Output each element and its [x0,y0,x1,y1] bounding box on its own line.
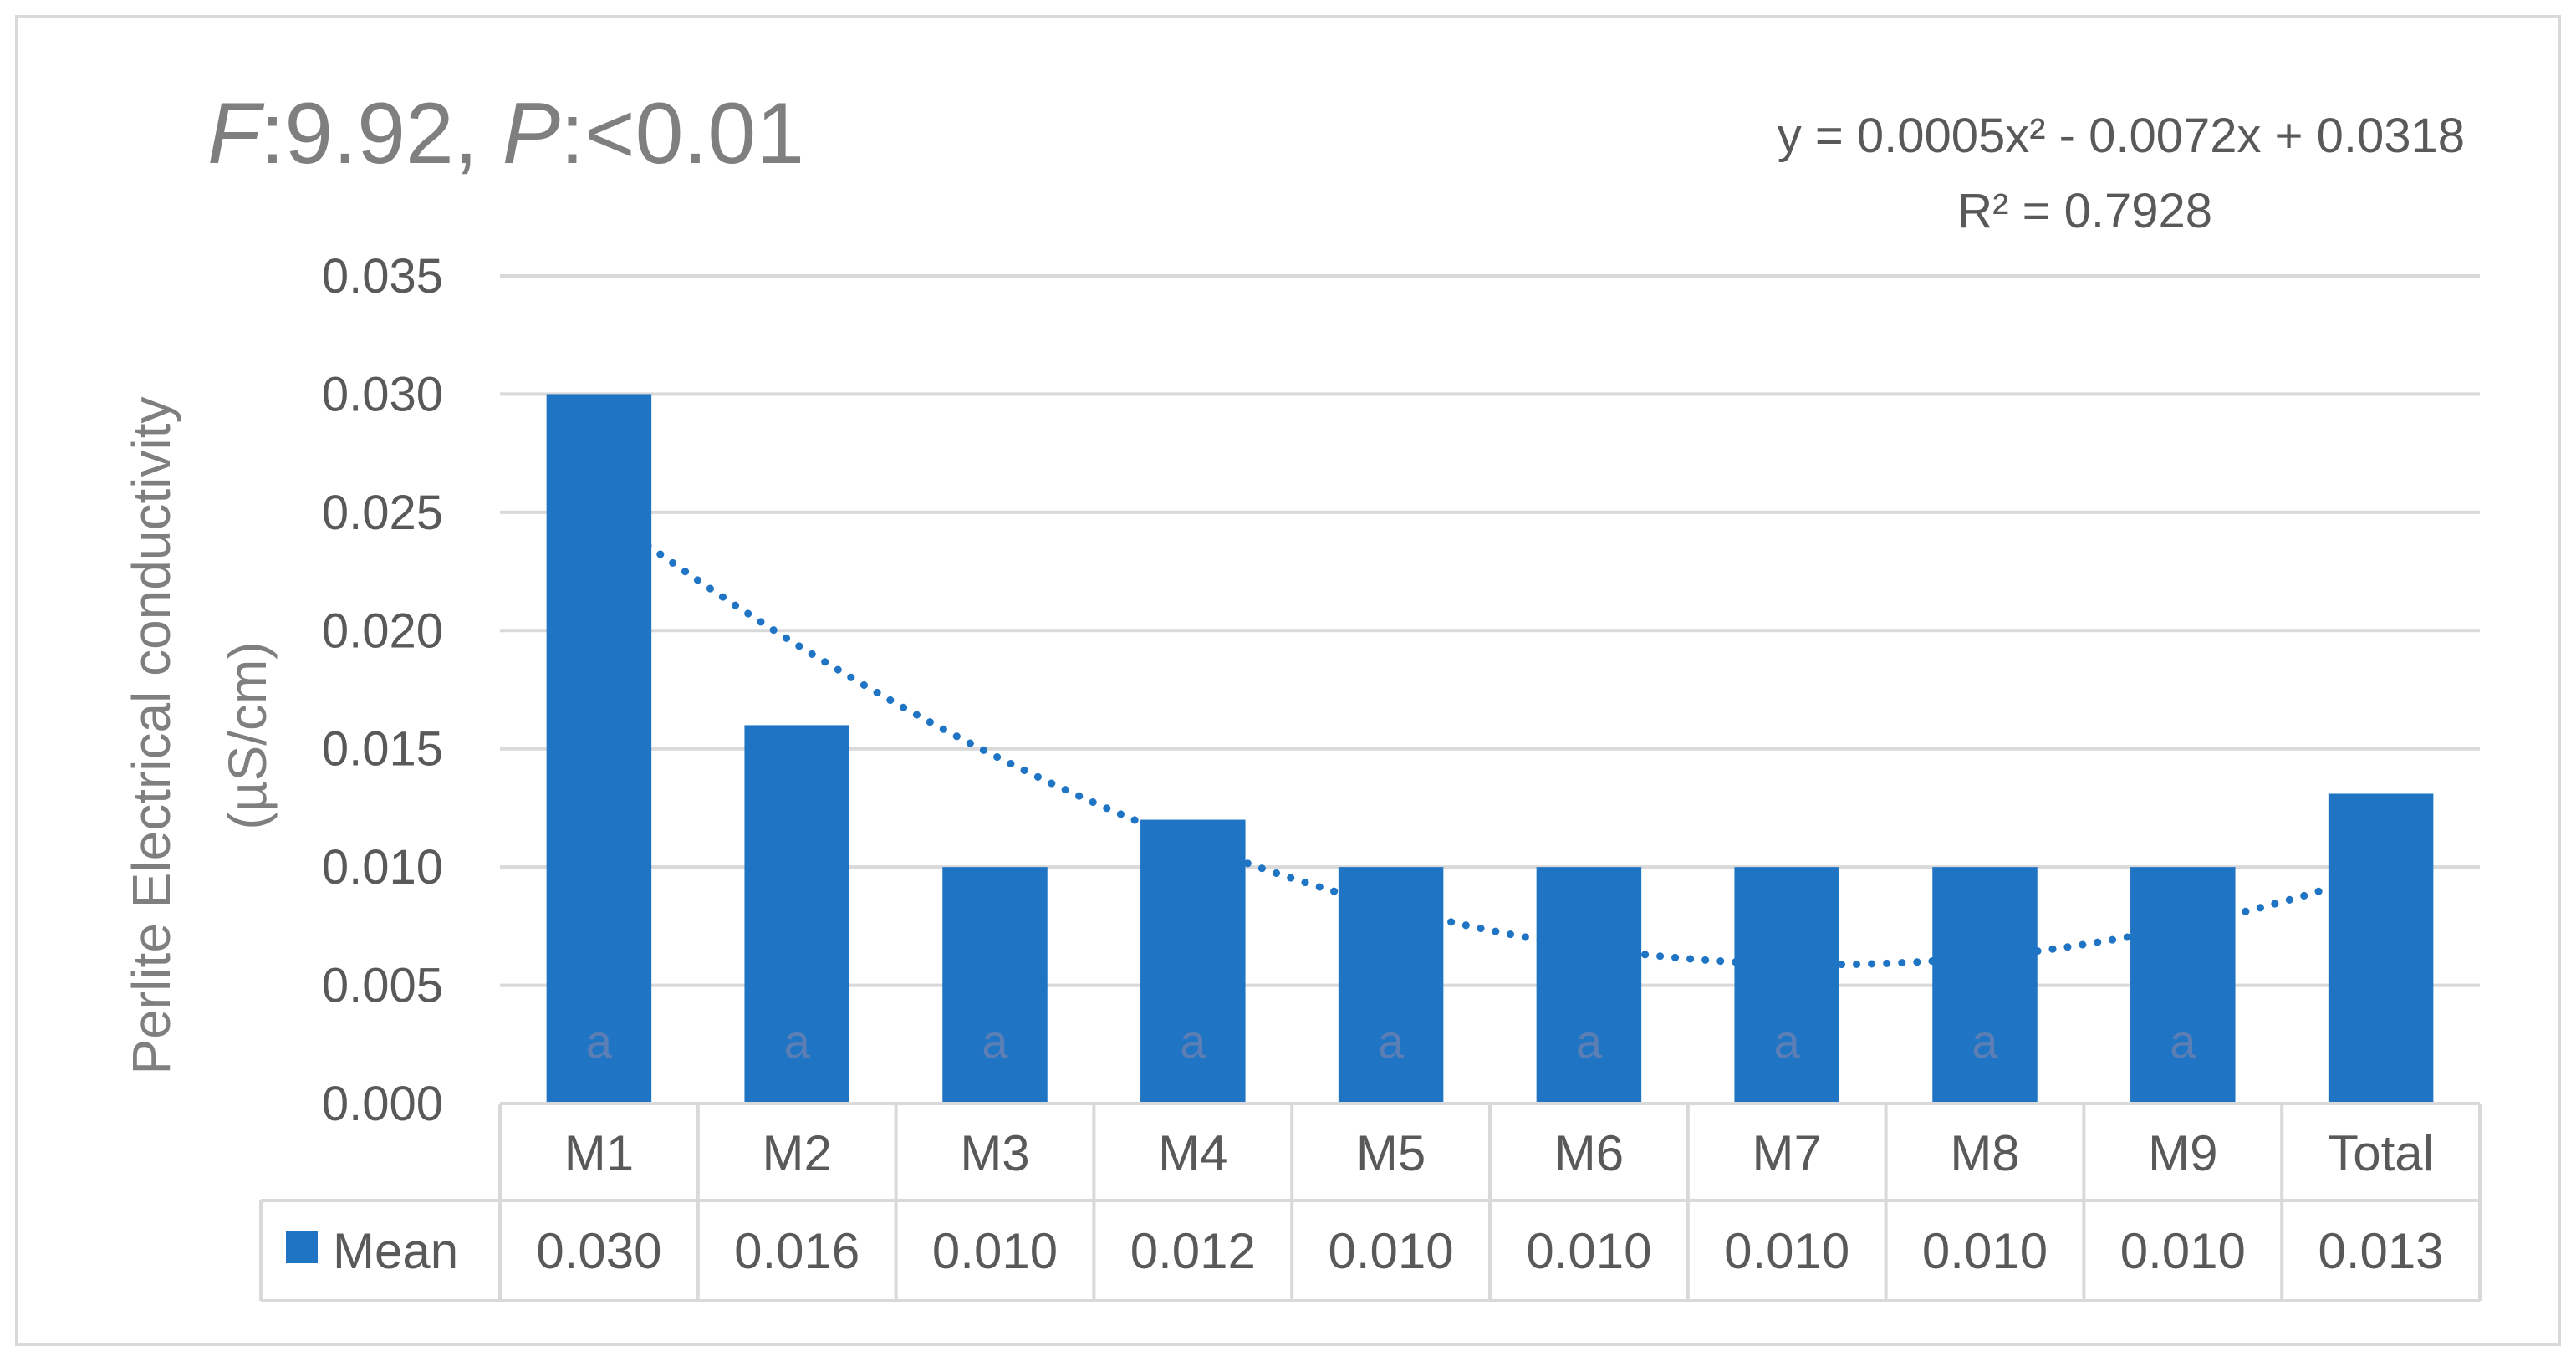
bar-m2 [744,725,849,1104]
table-value-cell: 0.013 [2318,1223,2444,1279]
trendline-equation: y = 0.0005x² - 0.0072x + 0.0318 [1778,109,2465,163]
x-category-label: M5 [1356,1125,1426,1181]
y-tick-label: 0.010 [322,840,443,895]
polynomial-trendline [594,506,2385,969]
significance-label: a [1378,1015,1405,1068]
y-tick-label: 0.005 [322,959,443,1013]
y-tick-label: 0.015 [322,722,443,777]
table-value-cell: 0.010 [932,1223,1058,1279]
significance-label: a [1972,1015,1998,1068]
p-label: P [502,85,560,182]
significance-label: a [2170,1015,2196,1068]
trendline-r-squared: R² = 0.7928 [1957,184,2212,238]
x-category-label: M1 [564,1125,634,1181]
y-tick-label: 0.000 [322,1077,443,1131]
table-value-cell: 0.010 [1329,1223,1454,1279]
table-value-cell: 0.010 [2120,1223,2246,1279]
significance-label: a [1774,1015,1801,1068]
legend-swatch [286,1231,318,1263]
y-axis-ticks: 0.000 0.005 0.010 0.015 0.020 0.025 0.030 0.035 [322,249,443,1131]
y-tick-label: 0.030 [322,367,443,421]
x-category-label: M2 [763,1125,832,1181]
bars [546,394,2434,1104]
bar-m6 [1536,867,1642,1104]
significance-label: a [784,1015,811,1068]
table-value-cell: 0.010 [1922,1223,2048,1279]
f-value: :9.92, [261,85,502,182]
chart-frame [15,15,2561,1346]
bar-m8 [1932,867,2038,1104]
legend-series-name: Mean [333,1223,458,1279]
bar-m9 [2130,867,2236,1104]
data-table: M1 M2 M3 M4 M5 M6 M7 M8 M9 Total Mean 0.030 0.016 0.0… [259,1102,2482,1302]
x-category-label: M6 [1554,1125,1624,1181]
significance-label: a [982,1015,1008,1068]
table-value-cell: 0.030 [536,1223,661,1279]
table-value-cell: 0.010 [1724,1223,1849,1279]
y-axis-title-line2: (µS/cm) [217,641,278,829]
significance-label: a [1180,1015,1206,1068]
table-value-cell: 0.016 [734,1223,860,1279]
table-value-cell: 0.010 [1526,1223,1651,1279]
x-category-label: M8 [1950,1125,2019,1181]
bar-total [2328,793,2434,1104]
x-category-label: M3 [960,1125,1029,1181]
y-axis-title-line1: Perlite Electrical conductivity [121,397,181,1075]
y-tick-label: 0.025 [322,486,443,540]
bar-m5 [1338,867,1444,1104]
y-tick-label: 0.020 [322,604,443,658]
x-category-label: M7 [1752,1125,1822,1181]
y-tick-label: 0.035 [322,249,443,303]
table-value-cell: 0.012 [1130,1223,1256,1279]
bar-m7 [1734,867,1839,1104]
bar-m4 [1140,819,1246,1104]
x-category-label: Total [2328,1125,2434,1181]
f-label: F [207,85,265,182]
anova-statistics: F:9.92, P:<0.01 [207,85,804,182]
bar-m1 [546,394,652,1104]
bar-m3 [942,867,1048,1104]
x-category-label: M9 [2148,1125,2217,1181]
significance-label: a [586,1015,613,1068]
x-category-label: M4 [1158,1125,1227,1181]
p-value: :<0.01 [560,85,804,182]
significance-label: a [1576,1015,1603,1068]
